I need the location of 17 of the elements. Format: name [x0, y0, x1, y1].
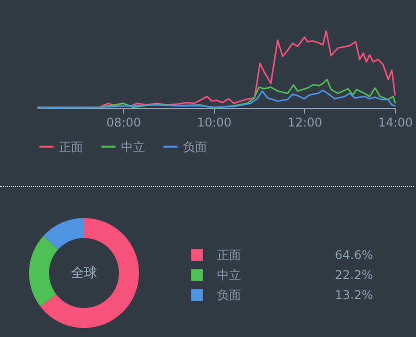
- legend-label: 负面: [183, 140, 207, 154]
- x-tick-label: 10:00: [196, 116, 232, 130]
- x-tick-label: 14:00: [378, 116, 413, 130]
- x-tick-label: 08:00: [106, 116, 141, 130]
- data-label: 64.6%: [334, 248, 373, 262]
- text: 全球: [71, 266, 97, 281]
- x-tick-label: 12:00: [288, 116, 322, 130]
- legend-label: 中立: [217, 268, 241, 282]
- legend-label: 正面: [59, 140, 83, 154]
- legend-label: 负面: [217, 288, 241, 302]
- data-label: 13.2%: [334, 288, 373, 302]
- legend-label: 中立: [121, 140, 145, 154]
- data-label: 22.2%: [334, 268, 373, 282]
- legend-label: 正面: [217, 248, 241, 262]
- donut-slice: [29, 236, 58, 306]
- donut-slice: [40, 218, 139, 328]
- donut-slice: [43, 218, 84, 250]
